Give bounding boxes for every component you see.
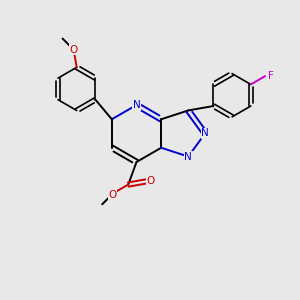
Text: O: O	[146, 176, 154, 186]
Text: O: O	[70, 45, 78, 55]
Text: O: O	[109, 190, 117, 200]
Text: F: F	[268, 71, 273, 81]
Text: N: N	[184, 152, 192, 162]
Text: N: N	[201, 128, 209, 139]
Text: N: N	[133, 100, 140, 110]
